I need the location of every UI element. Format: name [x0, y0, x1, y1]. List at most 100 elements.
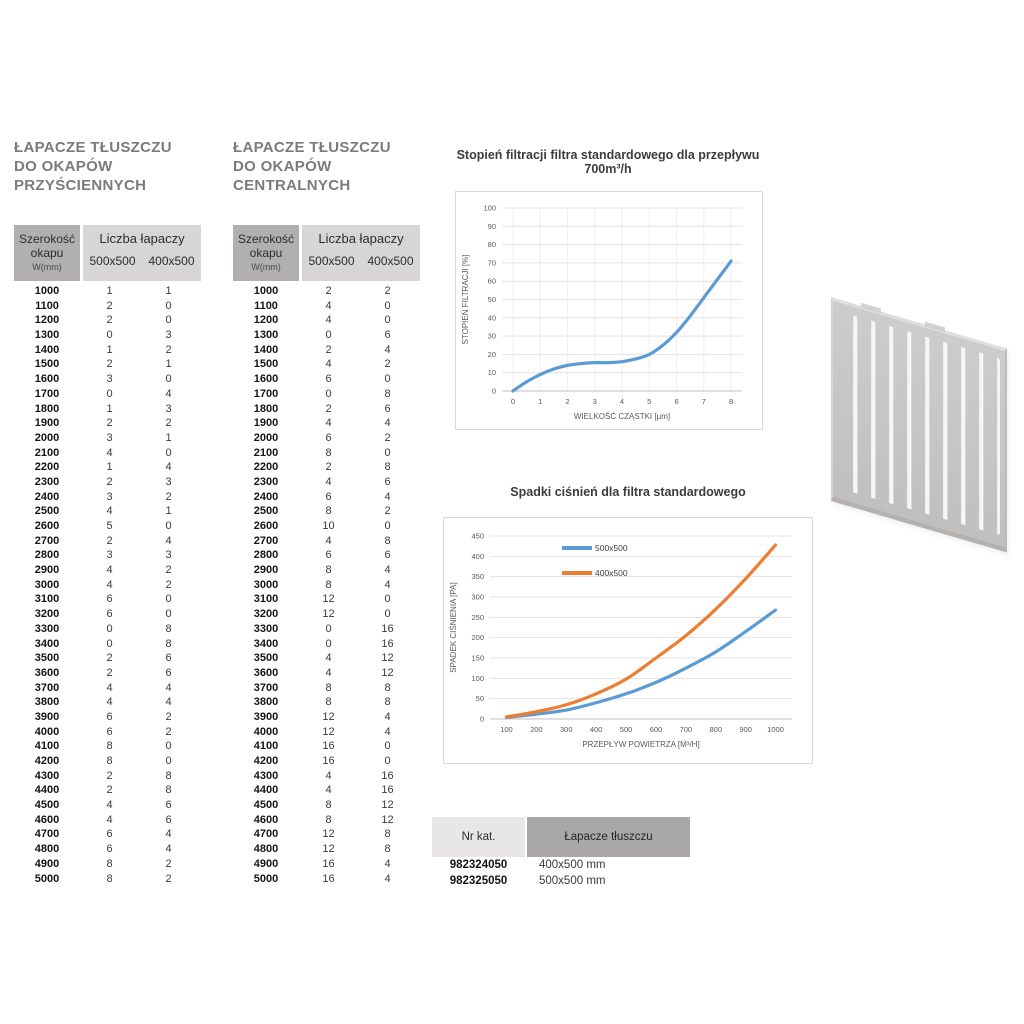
central-table-title-line1: ŁAPACZE TŁUSZCZU [233, 139, 391, 156]
catcher-count-cell: 0 [325, 637, 332, 650]
hood-width-cell: 2800 [253, 549, 279, 562]
catcher-count-cell: 12 [322, 725, 335, 738]
catcher-count-cell: 0 [165, 593, 172, 606]
hood-width-cell: 2400 [34, 490, 60, 503]
catcher-count-cell: 8 [325, 813, 332, 826]
catcher-count-cell: 2 [384, 358, 391, 371]
table-row: 2800 6 6 [233, 548, 420, 563]
catcher-count-cell: 4 [106, 446, 113, 459]
hood-width-cell: 3800 [34, 696, 60, 709]
x-axis-tick-label: 800 [709, 725, 722, 734]
catcher-count-cell: 16 [381, 769, 394, 782]
central-table-rows: 1000 2 2 1100 4 0 1200 4 0 1300 0 6 1400 2 4 1500 4 2 1600… [233, 284, 420, 886]
catcher-count-cell: 6 [165, 799, 172, 812]
catcher-count-cell: 8 [106, 740, 113, 753]
catcher-count-cell: 0 [165, 608, 172, 621]
hood-width-header: Szerokość okapu W(mm) [14, 225, 80, 281]
hood-width-cell: 1900 [253, 417, 279, 430]
y-axis-tick-label: 150 [471, 654, 484, 663]
hood-width-cell: 1800 [34, 402, 60, 415]
catalog-nr-header: Nr kat. [432, 817, 525, 857]
table-row: 2700 2 4 [14, 534, 201, 549]
hood-width-cell: 4000 [253, 725, 279, 738]
hood-width-cell: 2100 [253, 446, 279, 459]
hood-width-cell: 2700 [34, 534, 60, 547]
catcher-count-cell: 2 [384, 285, 391, 297]
wall-hoods-table: Szerokość okapu W(mm) Liczba łapaczy 500… [14, 225, 201, 886]
catcher-count-cell: 12 [381, 666, 394, 679]
catcher-count-cell: 12 [381, 799, 394, 812]
catcher-count-cell: 2 [325, 461, 332, 474]
table-row: 4000 6 2 [14, 725, 201, 740]
hood-width-cell: 2000 [34, 431, 60, 444]
catcher-count-cell: 3 [165, 475, 172, 488]
hood-width-cell: 3300 [253, 622, 279, 635]
catalog-table-header: Nr kat. Łapacze tłuszczu [432, 817, 690, 857]
catcher-count-header: Liczba łapaczy 500x500 400x500 [83, 225, 201, 281]
y-axis-tick-label: 350 [471, 572, 484, 581]
catcher-count-cell: 4 [325, 475, 332, 488]
central-table-title: ŁAPACZE TŁUSZCZU DO OKAPÓW CENTRALNYCH [233, 138, 443, 195]
x-axis-tick-label: 400 [590, 725, 603, 734]
catcher-count-cell: 2 [165, 578, 172, 591]
hood-width-cell: 2300 [253, 475, 279, 488]
series-line-500x500 [504, 608, 778, 719]
catcher-count-cell: 1 [165, 505, 172, 518]
catcher-count-cell: 6 [384, 402, 391, 415]
table-row: 3300 0 8 [14, 622, 201, 637]
table-row: 1400 2 4 [233, 343, 420, 358]
catcher-count-cell: 2 [106, 769, 113, 782]
catcher-count-cell: 10 [322, 520, 335, 532]
catcher-count-cell: 0 [384, 520, 391, 532]
table-row: 2600 5 0 [14, 519, 201, 534]
hood-width-cell: 2300 [34, 475, 60, 488]
y-axis-tick-label: 90 [488, 222, 496, 231]
catcher-count-cell: 1 [106, 461, 113, 474]
central-table-header: Szerokość okapu W(mm) Liczba łapaczy 500… [233, 225, 420, 281]
table-row: 5000 16 4 [233, 872, 420, 887]
catcher-count-cell: 3 [106, 490, 113, 503]
hood-width-cell: 4200 [253, 755, 279, 767]
catcher-count-cell: 2 [106, 666, 113, 679]
y-axis-tick-label: 80 [488, 240, 496, 249]
table-row: 4200 8 0 [14, 754, 201, 769]
catcher-count-cell: 6 [325, 431, 332, 444]
table-row: 4900 16 4 [233, 857, 420, 872]
table-row: 1600 6 0 [233, 372, 420, 387]
catcher-count-cell: 0 [165, 755, 172, 767]
x-axis-tick-label: 5 [647, 397, 651, 406]
wall-table-rows: 1000 1 1 1100 2 0 1200 2 0 1300 0 3 1400 1 2 1500 2 1 1600… [14, 284, 201, 886]
catcher-count-cell: 3 [106, 549, 113, 562]
hood-width-cell: 2500 [34, 505, 60, 518]
catcher-count-cell: 8 [384, 696, 391, 709]
catcher-count-cell: 0 [106, 329, 113, 342]
catcher-count-cell: 0 [165, 446, 172, 459]
y-axis-tick-label: 70 [488, 258, 496, 267]
hood-width-cell: 3000 [253, 578, 279, 591]
catcher-count-cell: 8 [325, 799, 332, 812]
table-row: 2900 8 4 [233, 563, 420, 578]
table-row: 4700 6 4 [14, 827, 201, 842]
pressure-chart-plot: 0 50 100 150 200 250 300 350 400 450 100 200 300 400 5… [449, 532, 792, 749]
catcher-count-cell: 6 [106, 828, 113, 841]
table-row: 4700 12 8 [233, 827, 420, 842]
catalog-number: 982325050 [449, 875, 508, 887]
catcher-count-cell: 6 [325, 373, 332, 386]
wall-table-title-line2: DO OKAPÓW [14, 158, 113, 175]
hood-width-cell: 2600 [253, 520, 279, 532]
catcher-count-cell: 4 [165, 843, 172, 856]
hood-width-cell: 3100 [253, 593, 279, 606]
hood-width-cell: 1300 [34, 329, 60, 342]
hood-width-cell: 2700 [253, 534, 279, 547]
catcher-count-cell: 0 [106, 637, 113, 650]
hood-width-cell: 3100 [34, 593, 60, 606]
catcher-count-cell: 4 [325, 784, 332, 797]
catcher-count-cell: 4 [106, 578, 113, 591]
x-axis-tick-label: 600 [650, 725, 663, 734]
table-row: 1300 0 6 [233, 328, 420, 343]
table-row: 4100 16 0 [233, 739, 420, 754]
hood-width-cell: 1900 [34, 417, 60, 430]
table-row: 3600 2 6 [14, 666, 201, 681]
hood-width-cell: 1600 [34, 373, 60, 386]
catcher-count-cell: 0 [384, 755, 391, 767]
